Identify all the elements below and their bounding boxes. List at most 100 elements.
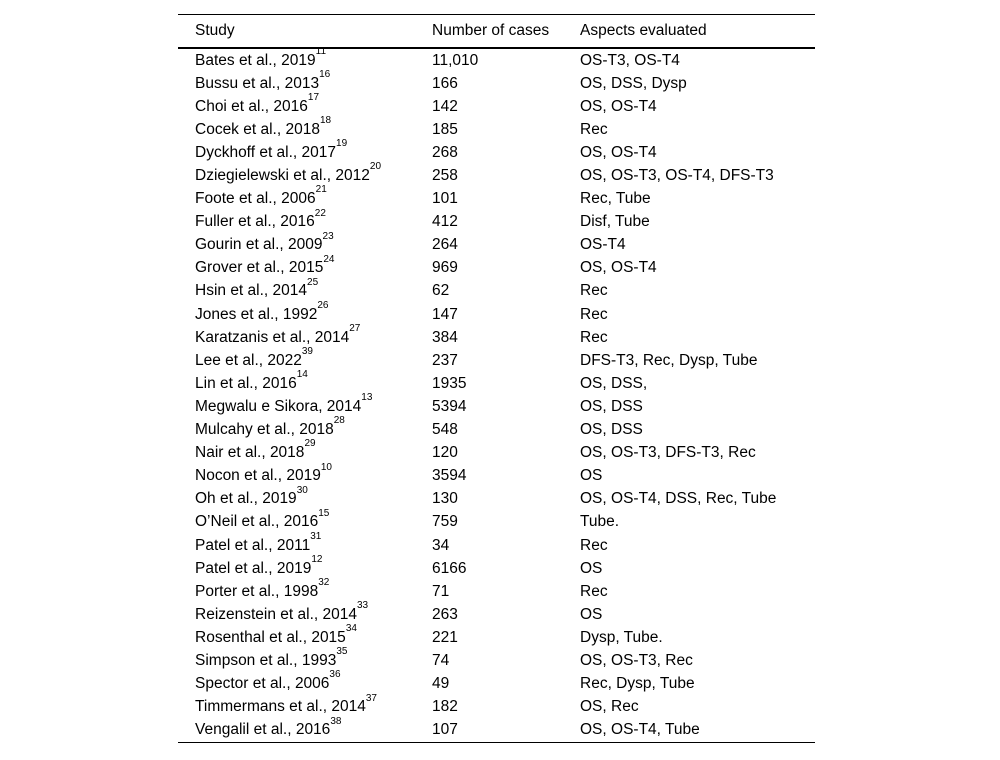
reference-superscript: 16 (319, 68, 331, 80)
study-name: Rosenthal et al., 2015 (195, 628, 346, 646)
study-cell: Grover et al., 201524 (178, 254, 432, 277)
aspects-cell: OS, OS-T4 (580, 97, 657, 115)
table-row: Karatzanis et al., 201427 384 Rec (178, 323, 815, 349)
study-name: Jones et al., 1992 (195, 305, 318, 323)
cases-cell: 384 (432, 328, 458, 346)
study-cell: Bussu et al., 201316 (178, 69, 432, 93)
reference-superscript: 14 (296, 369, 308, 381)
aspects-cell: Rec (580, 582, 608, 600)
study-name: Bussu et al., 2013 (195, 74, 320, 92)
study-name: Reizenstein et al., 2014 (195, 605, 357, 623)
study-cell: Foote et al., 200621 (178, 185, 432, 208)
study-name: Karatzanis et al., 2014 (195, 328, 350, 346)
aspects-cell: OS (580, 559, 603, 577)
study-cell: Rosenthal et al., 201534 (178, 624, 432, 647)
table-row: Lee et al., 202239 237 DFS-T3, Rec, Dysp… (178, 347, 815, 372)
study-cell: Simpson et al., 199335 (178, 647, 432, 670)
reference-superscript: 31 (310, 530, 322, 542)
study-name: Vengalil et al., 2016 (195, 721, 331, 739)
table-bottom-rule (178, 741, 815, 743)
cases-cell: 237 (432, 351, 458, 369)
cases-cell: 166 (432, 74, 458, 92)
reference-superscript: 34 (345, 623, 357, 635)
study-cell: Oh et al., 201930 (178, 485, 432, 508)
reference-superscript: 24 (323, 253, 335, 265)
cases-cell: 412 (432, 213, 458, 231)
aspects-cell: OS, OS-T4, Tube (580, 721, 700, 739)
cases-cell: 5394 (432, 397, 467, 415)
study-cell: Patel et al., 201912 (178, 554, 432, 578)
table-row: Patel et al., 201912 6166 OS (178, 554, 815, 580)
table-row: Vengalil et al., 201638 107 OS, OS-T4, T… (178, 716, 815, 742)
table-row: Simpson et al., 199335 74 OS, OS-T3, Rec (178, 647, 815, 672)
study-cell: Patel et al., 201131 (178, 531, 432, 555)
aspects-cell: Disf, Tube (580, 213, 650, 231)
aspects-cell: OS (580, 605, 603, 623)
study-name: Porter et al., 1998 (195, 582, 319, 600)
study-name: Hsin et al., 2014 (195, 282, 308, 300)
table-row: Grover et al., 201524 969 OS, OS-T4 (178, 254, 815, 280)
study-cell: Fuller et al., 201622 (178, 208, 432, 231)
aspects-cell: OS-T3, OS-T4 (580, 51, 680, 69)
table-row: Timmermans et al., 201437 182 OS, Rec (178, 693, 815, 719)
study-name: Nair et al., 2018 (195, 444, 305, 462)
reference-superscript: 26 (317, 299, 329, 311)
study-cell: Dziegielewski et al., 201220 (178, 162, 432, 185)
reference-superscript: 35 (336, 646, 348, 658)
study-name: Spector et al., 2006 (195, 675, 330, 693)
study-cell: O’Neil et al., 201615 (178, 508, 432, 531)
table-top-rule (178, 14, 815, 15)
reference-superscript: 23 (322, 230, 334, 242)
cases-cell: 185 (432, 120, 458, 138)
reference-superscript: 19 (336, 138, 348, 150)
aspects-cell: OS (580, 467, 603, 485)
cases-cell: 120 (432, 444, 458, 462)
aspects-cell: OS, OS-T4 (580, 143, 657, 161)
table-row: Dziegielewski et al., 201220 258 OS, OS-… (178, 162, 815, 187)
study-name: Simpson et al., 1993 (195, 651, 337, 669)
study-cell: Bates et al., 201911 (178, 46, 432, 70)
cases-cell: 62 (432, 282, 450, 300)
study-name: Gourin et al., 2009 (195, 236, 323, 254)
cases-cell: 258 (432, 167, 458, 185)
aspects-cell: Rec, Tube (580, 190, 651, 208)
study-cell: Dyckhoff et al., 201719 (178, 139, 432, 162)
table-row: Nocon et al., 201910 3594 OS (178, 462, 815, 488)
aspects-cell: Rec (580, 120, 608, 138)
aspects-cell: OS, OS-T3, Rec (580, 651, 693, 669)
study-name: Bates et al., 2019 (195, 51, 316, 69)
aspects-cell: OS, Rec (580, 698, 639, 716)
study-name: Lee et al., 2022 (195, 351, 302, 369)
aspects-cell: OS, DSS (580, 397, 643, 415)
study-table: Study Number of cases Aspects evaluated … (178, 14, 815, 743)
reference-superscript: 32 (318, 577, 330, 589)
study-name: Timmermans et al., 2014 (195, 698, 366, 716)
cases-cell: 264 (432, 236, 458, 254)
table-row: Spector et al., 200636 49 Rec, Dysp, Tub… (178, 670, 815, 696)
cases-cell: 3594 (432, 467, 467, 485)
table-row: Dyckhoff et al., 201719 268 OS, OS-T4 (178, 139, 815, 164)
cases-cell: 11,010 (432, 51, 479, 69)
reference-superscript: 36 (329, 669, 341, 681)
table-row: Hsin et al., 201425 62 Rec (178, 277, 815, 303)
aspects-cell: OS-T4 (580, 236, 626, 254)
table-row: O’Neil et al., 201615 759 Tube. (178, 508, 815, 534)
study-cell: Spector et al., 200636 (178, 670, 432, 693)
reference-superscript: 27 (349, 323, 361, 335)
aspects-cell: OS, OS-T4, DSS, Rec, Tube (580, 490, 777, 508)
aspects-cell: OS, DSS, (580, 374, 648, 392)
reference-superscript: 20 (369, 161, 382, 173)
study-cell: Cocek et al., 201818 (178, 116, 432, 139)
cases-cell: 548 (432, 421, 458, 439)
cases-cell: 759 (432, 513, 458, 531)
aspects-cell: OS, OS-T3, DFS-T3, Rec (580, 444, 756, 462)
reference-superscript: 37 (365, 692, 377, 704)
study-cell: Timmermans et al., 201437 (178, 693, 432, 716)
cases-cell: 107 (432, 721, 458, 739)
cases-cell: 101 (432, 190, 458, 208)
table-row: Porter et al., 199832 71 Rec (178, 577, 815, 603)
aspects-cell: Rec (580, 282, 608, 300)
study-name: Dyckhoff et al., 2017 (195, 143, 337, 161)
study-cell: Choi et al., 201617 (178, 93, 432, 116)
